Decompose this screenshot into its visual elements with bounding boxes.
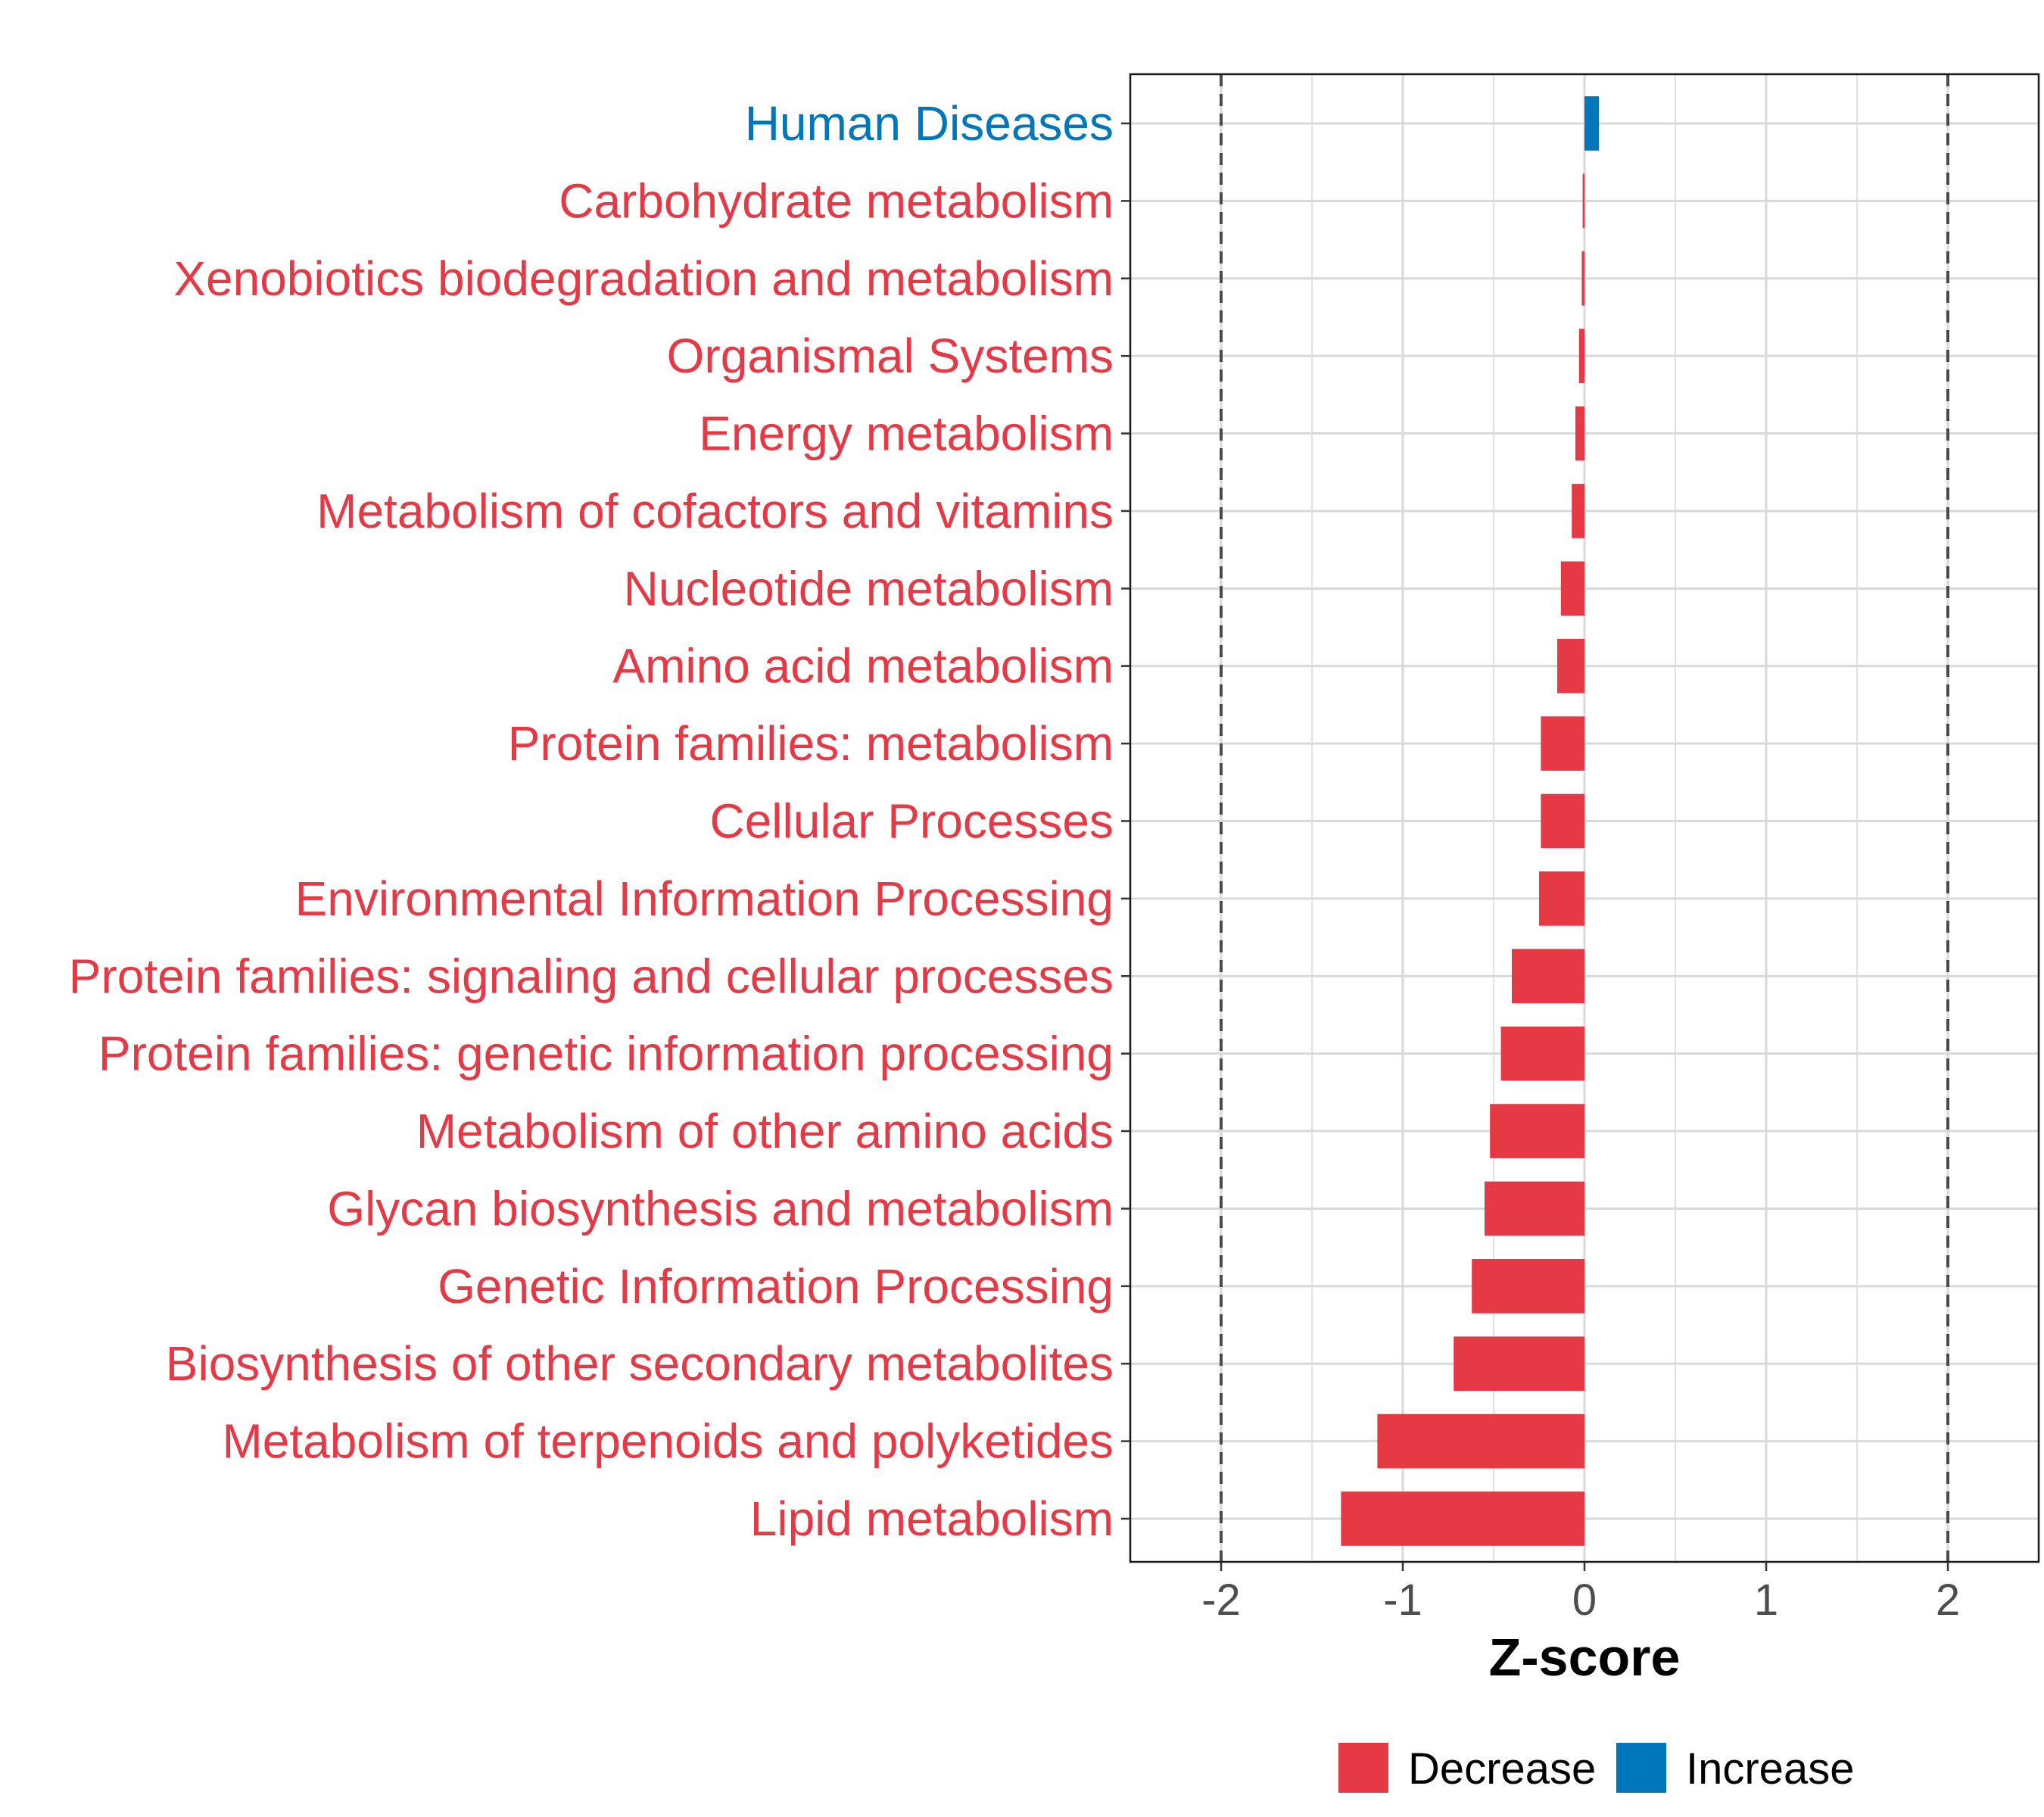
bars	[1341, 96, 1600, 1546]
category-label: Lipid metabolism	[750, 1491, 1114, 1546]
bar	[1377, 1413, 1584, 1469]
category-label: Nucleotide metabolism	[624, 561, 1114, 616]
legend-label: Decrease	[1408, 1744, 1596, 1794]
y-axis-labels: Human Diseases Carbohydrate metabolism Xen…	[69, 96, 1114, 1546]
category-label: Metabolism of terpenoids and polyketides	[222, 1414, 1114, 1469]
bar	[1454, 1336, 1584, 1392]
category-label: Cellular Processes	[709, 794, 1114, 849]
bar	[1539, 871, 1584, 926]
category-label: Biosynthesis of other secondary metaboli…	[166, 1336, 1114, 1391]
x-axis-title: Z-score	[1489, 1628, 1681, 1687]
reference-lines	[1220, 74, 1949, 1562]
bar	[1557, 638, 1584, 693]
bar	[1490, 1104, 1584, 1158]
legend-swatch	[1338, 1743, 1388, 1793]
category-label: Environmental Information Processing	[295, 871, 1114, 926]
legend-label: Increase	[1686, 1744, 1854, 1794]
category-label: Metabolism of cofactors and vitamins	[316, 484, 1114, 538]
category-label: Glycan biosynthesis and metabolism	[327, 1181, 1114, 1236]
category-label: Organismal Systems	[667, 329, 1114, 383]
x-tick-label: 2	[1936, 1575, 1960, 1625]
bar	[1341, 1491, 1584, 1546]
x-axis-ticks: -2 -1 0 1 2	[1201, 1562, 1960, 1625]
category-label: Human Diseases	[745, 96, 1114, 151]
bar	[1485, 1181, 1584, 1236]
category-label: Genetic Information Processing	[438, 1259, 1114, 1314]
category-label: Amino acid metabolism	[612, 639, 1114, 693]
bar	[1500, 1026, 1584, 1081]
category-label: Xenobiotics biodegradation and metabolis…	[173, 251, 1114, 306]
bar	[1541, 793, 1584, 849]
x-tick-label: -1	[1383, 1575, 1422, 1625]
bar	[1541, 716, 1584, 771]
bar	[1560, 561, 1584, 616]
bar	[1582, 173, 1585, 229]
category-label: Metabolism of other amino acids	[416, 1104, 1114, 1158]
bar	[1472, 1258, 1584, 1314]
category-label: Carbohydrate metabolism	[559, 173, 1114, 228]
bar	[1584, 96, 1600, 151]
x-tick-label: -2	[1201, 1575, 1241, 1625]
bar	[1581, 251, 1584, 306]
category-label: Protein families: signaling and cellular…	[69, 949, 1114, 1003]
bar	[1575, 406, 1584, 461]
bar	[1578, 329, 1584, 384]
bar	[1572, 484, 1584, 538]
category-label: Protein families: genetic information pr…	[98, 1027, 1114, 1081]
legend: Decrease Increase	[1338, 1743, 1854, 1794]
x-tick-label: 0	[1572, 1575, 1597, 1625]
x-tick-label: 1	[1754, 1575, 1778, 1625]
y-axis-ticks	[1121, 122, 1130, 1520]
bar	[1512, 949, 1584, 1004]
category-label: Protein families: metabolism	[508, 716, 1114, 771]
legend-swatch	[1616, 1743, 1666, 1793]
category-label: Energy metabolism	[699, 407, 1114, 461]
